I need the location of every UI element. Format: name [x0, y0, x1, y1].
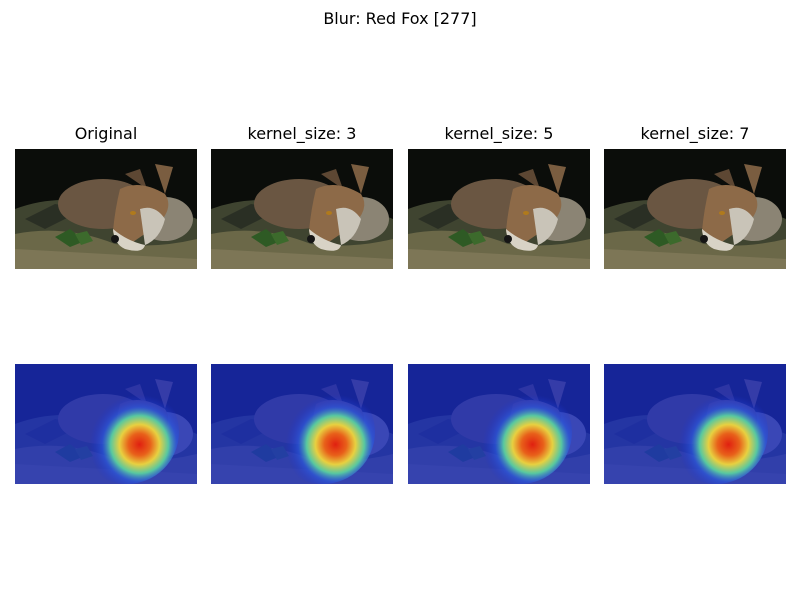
fox-photo-kernel-3 [211, 149, 393, 269]
column-title-kernel-5: kernel_size: 5 [444, 124, 554, 143]
fox-heatmap-kernel-7 [604, 364, 786, 484]
column-title-kernel-3: kernel_size: 3 [247, 124, 357, 143]
fox-photo-kernel-5 [408, 149, 590, 269]
fox-heatmap-kernel-5 [408, 364, 590, 484]
column-title-kernel-7: kernel_size: 7 [640, 124, 750, 143]
fox-heatmap-kernel-3 [211, 364, 393, 484]
figure-title: Blur: Red Fox [277] [323, 9, 477, 28]
column-title-original: Original [74, 124, 138, 143]
fox-photo-kernel-7 [604, 149, 786, 269]
fox-heatmap-original [15, 364, 197, 484]
fox-photo-original [15, 149, 197, 269]
